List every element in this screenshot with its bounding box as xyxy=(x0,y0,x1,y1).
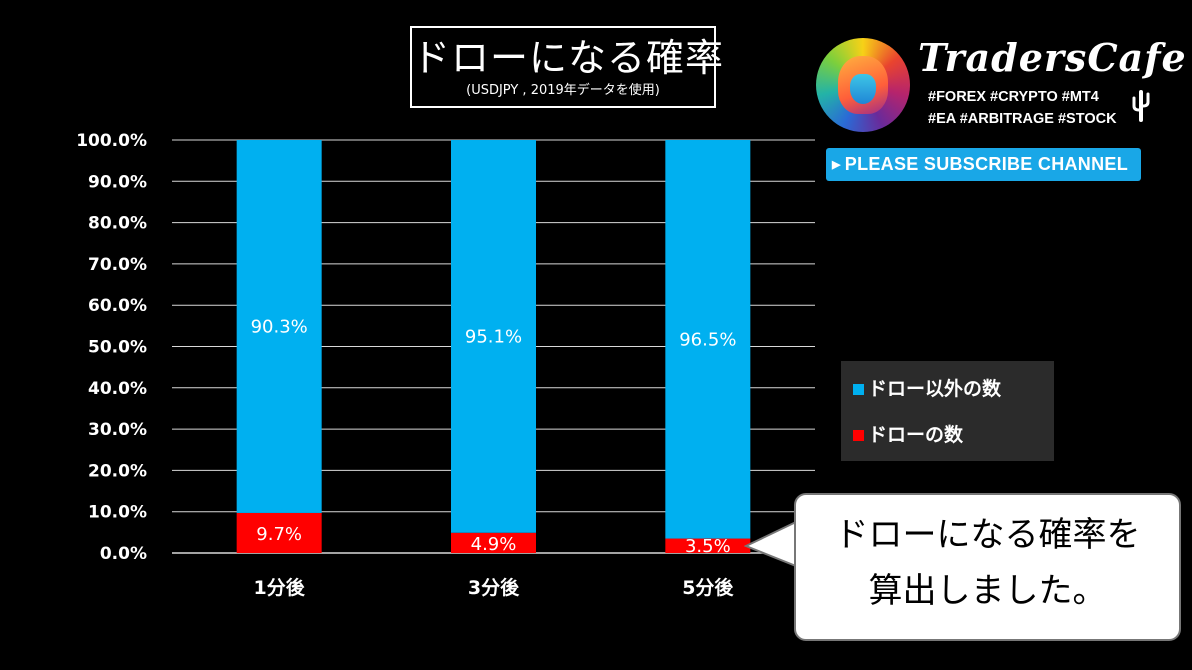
bar-data-label: 96.5% xyxy=(679,329,736,350)
bar-data-label: 95.1% xyxy=(465,326,522,347)
x-axis-tick-labels: 1分後 3分後 5分後 xyxy=(254,576,735,599)
legend-label: ドロー以外の数 xyxy=(868,378,1002,400)
y-tick-label: 20.0% xyxy=(88,461,147,481)
legend: ドロー以外の数 ドローの数 xyxy=(841,361,1054,461)
bar-data-label: 4.9% xyxy=(471,534,517,555)
legend-item-non-draw: ドロー以外の数 xyxy=(853,377,1001,401)
bar-segment xyxy=(451,532,536,553)
play-triangle-icon: ▶ xyxy=(832,159,841,171)
x-tick-label: 5分後 xyxy=(682,576,734,599)
bar-data-label: 90.3% xyxy=(251,316,308,337)
y-tick-label: 90.0% xyxy=(88,172,147,192)
callout-bubble: ドローになる確率を 算出しました。 xyxy=(794,493,1181,641)
bar-segment xyxy=(236,140,322,513)
brand-tags-line2: #EA #ARBITRAGE #STOCK xyxy=(928,111,1117,127)
brand-name: TradersCafe xyxy=(918,35,1187,80)
x-tick-label: 3分後 xyxy=(468,576,520,599)
bar-segment xyxy=(236,512,322,553)
bar-data-label: 9.7% xyxy=(256,524,302,545)
x-tick-label: 1分後 xyxy=(254,576,306,599)
lion-logo-icon xyxy=(816,38,910,132)
y-tick-label: 70.0% xyxy=(88,255,147,275)
callout-line1: ドローになる確率を xyxy=(834,515,1141,555)
y-axis-tick-labels: 0.0% 10.0% 20.0% 30.0% 40.0% 50.0% 60.0% 70.0% 8… xyxy=(76,131,147,564)
y-tick-label: 50.0% xyxy=(88,338,147,358)
chart-title: ドローになる確率 xyxy=(412,36,725,80)
y-tick-label: 0.0% xyxy=(100,544,147,564)
brand-tags-line1: #FOREX #CRYPTO #MT4 xyxy=(928,89,1099,105)
y-tick-label: 40.0% xyxy=(88,379,147,399)
legend-swatch-red xyxy=(853,429,864,441)
chart-title-box: ドローになる確率 (USDJPY , 2019年データを使用) xyxy=(410,26,725,108)
bar-segment xyxy=(665,538,751,553)
bar-segment xyxy=(451,140,536,533)
y-tick-label: 10.0% xyxy=(88,503,147,523)
legend-item-draw: ドローの数 xyxy=(853,423,963,447)
subscribe-button[interactable]: ▶ PLEASE SUBSCRIBE CHANNEL xyxy=(826,148,1141,181)
cactus-icon xyxy=(1132,90,1150,122)
bar-data-labels: 9.7% 90.3% 4.9% 95.1% 3.5% 96.5% xyxy=(251,316,737,557)
callout-tail xyxy=(744,520,798,568)
brand-header: TradersCafe #FOREX #CRYPTO #MT4 #EA #ARB… xyxy=(816,35,1186,138)
y-tick-label: 60.0% xyxy=(88,296,147,316)
y-tick-label: 100.0% xyxy=(76,131,147,151)
legend-swatch-blue xyxy=(853,383,864,395)
bar-data-label: 3.5% xyxy=(685,536,731,557)
bar-segment xyxy=(665,140,751,539)
y-tick-label: 80.0% xyxy=(88,214,147,234)
chart-subtitle: (USDJPY , 2019年データを使用) xyxy=(466,83,660,98)
bars xyxy=(236,140,751,553)
subscribe-label: PLEASE SUBSCRIBE CHANNEL xyxy=(844,154,1128,174)
y-tick-label: 30.0% xyxy=(88,420,147,440)
callout-line2: 算出しました。 xyxy=(868,571,1107,611)
legend-label: ドローの数 xyxy=(868,424,964,446)
